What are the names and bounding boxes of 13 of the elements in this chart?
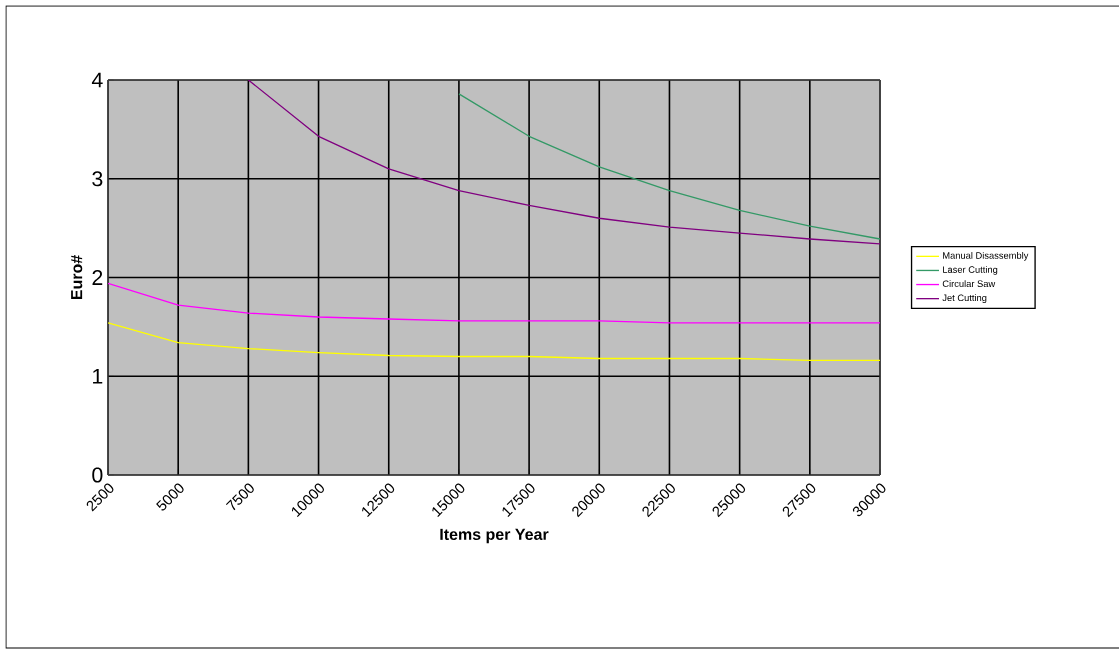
- line-series: [247, 80, 881, 245]
- y-tick-label: 0: [92, 467, 103, 483]
- y-axis-title: Euro#: [71, 255, 83, 300]
- y-tick-label: 4: [91, 72, 103, 88]
- legend-label: Laser Cutting: [943, 266, 998, 275]
- x-axis-title: Items per Year: [440, 528, 549, 544]
- legend-label: Manual Disassembly: [943, 251, 1029, 261]
- legend-label: Jet Cutting: [942, 294, 987, 303]
- line-series: [458, 93, 881, 240]
- y-tick-label: 2: [92, 270, 103, 285]
- y-tick-label: 1: [93, 368, 103, 384]
- legend-label: Circular Saw: [942, 280, 996, 288]
- y-tick-label: 3: [92, 171, 103, 187]
